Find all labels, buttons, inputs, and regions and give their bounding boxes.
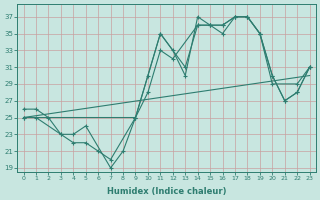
X-axis label: Humidex (Indice chaleur): Humidex (Indice chaleur) [107,187,226,196]
